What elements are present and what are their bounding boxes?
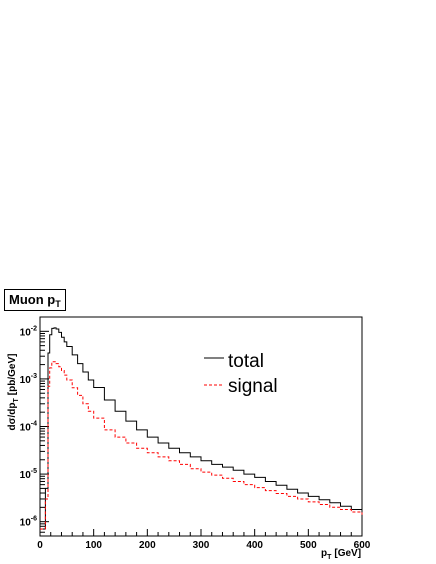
y-axis-label: dσ/dpT [pb/GeV] (7, 354, 20, 431)
y-tick-label: 10-2 (20, 325, 37, 338)
x-tick-label: 500 (300, 540, 317, 551)
series-layer (40, 327, 363, 530)
x-axis-ticks: 0 100 200 300 400 500 600 (37, 529, 371, 551)
y-tick-label: 10-4 (20, 421, 37, 434)
plot-frame (39, 316, 363, 537)
y-axis-label-sub: T (13, 398, 20, 403)
chart-title-text: Muon p (9, 292, 56, 307)
y-axis-label-main: dσ/dp (7, 403, 18, 431)
x-tick-label: 0 (37, 540, 43, 551)
legend-label-signal: signal (228, 376, 278, 397)
x-tick-label: 300 (193, 540, 210, 551)
x-axis-label-sub: T (327, 554, 332, 561)
chart-title-subscript: T (55, 299, 61, 309)
legend: total signal (204, 351, 278, 397)
x-axis-label-unit: [GeV] (334, 548, 361, 559)
x-tick-label: 200 (139, 540, 156, 551)
x-axis-label-main: p (321, 548, 327, 559)
y-tick-label: 10-6 (20, 516, 37, 529)
y-tick-label: 10-5 (20, 468, 37, 481)
y-axis-ticks: 10-6 10-5 10-4 10-3 10-2 (20, 316, 49, 537)
legend-label-total: total (228, 351, 264, 372)
x-tick-label: 100 (85, 540, 102, 551)
x-tick-label: 600 (354, 540, 371, 551)
series-line-total (40, 327, 363, 530)
series-line-signal (40, 361, 363, 530)
y-axis-label-unit: [pb/GeV] (7, 354, 18, 396)
chart-title: Muon pT (4, 289, 66, 311)
x-tick-label: 400 (246, 540, 263, 551)
x-axis-label: pT [GeV] (321, 548, 361, 561)
y-tick-label: 10-3 (20, 373, 37, 386)
